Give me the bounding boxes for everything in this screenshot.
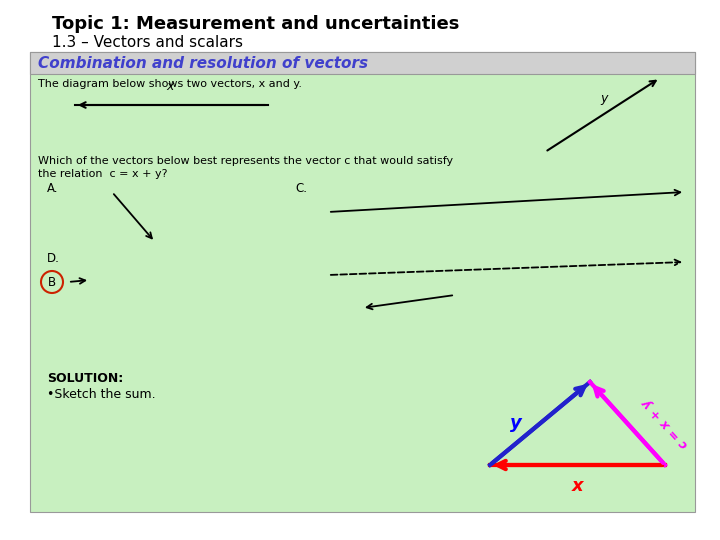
Bar bbox=[30, 52, 695, 74]
Text: y: y bbox=[510, 415, 522, 433]
Text: Which of the vectors below best represents the vector c that would satisfy: Which of the vectors below best represen… bbox=[38, 156, 453, 166]
Text: Combination and resolution of vectors: Combination and resolution of vectors bbox=[38, 56, 368, 71]
Text: The diagram below shows two vectors, x and y.: The diagram below shows two vectors, x a… bbox=[38, 79, 302, 89]
Text: SOLUTION:: SOLUTION: bbox=[47, 372, 123, 385]
Text: 1.3 – Vectors and scalars: 1.3 – Vectors and scalars bbox=[52, 35, 243, 50]
Text: x: x bbox=[572, 477, 583, 495]
Text: c = x + y: c = x + y bbox=[639, 396, 690, 451]
Text: A.: A. bbox=[47, 182, 58, 195]
Text: Topic 1: Measurement and uncertainties: Topic 1: Measurement and uncertainties bbox=[52, 15, 459, 33]
Text: D.: D. bbox=[47, 252, 60, 265]
Text: y: y bbox=[600, 92, 608, 105]
Bar bbox=[30, 52, 695, 512]
Text: B: B bbox=[48, 275, 56, 288]
Text: •Sketch the sum.: •Sketch the sum. bbox=[47, 388, 156, 401]
Text: the relation  c = x + y?: the relation c = x + y? bbox=[38, 169, 168, 179]
Text: x: x bbox=[166, 80, 174, 93]
Text: C.: C. bbox=[295, 182, 307, 195]
